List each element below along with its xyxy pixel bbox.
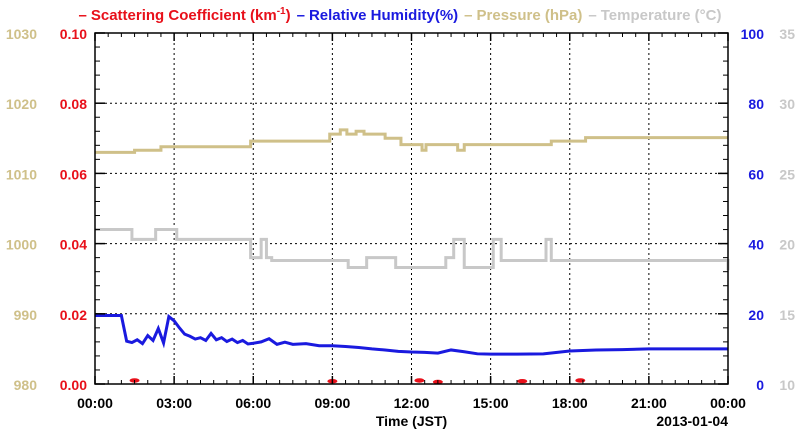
scattering-tick-label: 0.00 bbox=[60, 377, 87, 393]
temperature-tick-label: 15 bbox=[779, 307, 795, 323]
temperature-c-line bbox=[95, 228, 730, 271]
ticks bbox=[94, 32, 729, 385]
x-tick-label: 15:00 bbox=[473, 395, 509, 411]
scattering-tick-label: 0.06 bbox=[60, 166, 87, 182]
series-layer bbox=[95, 128, 730, 385]
legend-swatch: – bbox=[78, 7, 87, 24]
temperature-tick-label: 20 bbox=[779, 237, 795, 253]
humidity-tick-label: 20 bbox=[748, 307, 764, 323]
x-tick-label: 09:00 bbox=[314, 395, 350, 411]
scattering-tick-label: 0.02 bbox=[60, 307, 87, 323]
x-tick-label: 12:00 bbox=[394, 395, 430, 411]
x-tick-label: 06:00 bbox=[235, 395, 271, 411]
humidity-tick-label: 0 bbox=[756, 377, 764, 393]
legend-label: Relative Humidity(%) bbox=[308, 7, 459, 24]
legend-label: Pressure (hPa) bbox=[476, 7, 583, 24]
scattering-tick-label: 0.04 bbox=[60, 237, 87, 253]
legend-swatch: – bbox=[464, 7, 473, 24]
scattering-point bbox=[414, 378, 425, 383]
humidity-tick-label: 80 bbox=[748, 96, 764, 112]
x-tick-label: 18:00 bbox=[552, 395, 588, 411]
x-axis-label: Time (JST) bbox=[376, 413, 447, 429]
x-tick-label: 03:00 bbox=[156, 395, 192, 411]
legend-swatch: – bbox=[296, 7, 305, 24]
legend-item-scat: – Scattering Coefficient (km-1) bbox=[79, 6, 291, 24]
legend-item-rh: – Relative Humidity(%) bbox=[297, 7, 459, 24]
humidity-tick-label: 60 bbox=[748, 166, 764, 182]
x-tick-label: 00:00 bbox=[77, 395, 113, 411]
pressure-tick-label: 1000 bbox=[6, 237, 37, 253]
scattering-point bbox=[575, 378, 586, 383]
legend: – Scattering Coefficient (km-1) – Relative … bbox=[0, 6, 800, 24]
pressure-tick-label: 980 bbox=[14, 377, 38, 393]
labels: 98099010001010102010300.000.020.040.060.… bbox=[6, 26, 795, 429]
x-tick-label: 21:00 bbox=[631, 395, 667, 411]
pressure-hpa-line bbox=[95, 128, 728, 154]
legend-label: Temperature (°C) bbox=[600, 7, 722, 24]
legend-item-pres: – Pressure (hPa) bbox=[464, 7, 582, 24]
humidity-tick-label: 100 bbox=[741, 26, 765, 42]
temperature-tick-label: 35 bbox=[779, 26, 795, 42]
pressure-tick-label: 1010 bbox=[6, 166, 37, 182]
legend-item-temp: – Temperature (°C) bbox=[588, 7, 721, 24]
temperature-tick-label: 10 bbox=[779, 377, 795, 393]
scattering-tick-label: 0.10 bbox=[60, 26, 87, 42]
relative-humidity-line bbox=[95, 313, 728, 356]
scattering-tick-label: 0.08 bbox=[60, 96, 87, 112]
grid bbox=[95, 33, 728, 384]
scattering-point bbox=[517, 378, 528, 384]
temperature-tick-label: 30 bbox=[779, 96, 795, 112]
pressure-tick-label: 990 bbox=[14, 307, 38, 323]
date-label: 2013-01-04 bbox=[656, 413, 728, 429]
legend-label: Scattering Coefficient (km-1) bbox=[90, 6, 291, 24]
x-tick-label: 00:00 bbox=[710, 395, 746, 411]
pressure-tick-label: 1030 bbox=[6, 26, 37, 42]
temperature-tick-label: 25 bbox=[779, 166, 795, 182]
pressure-tick-label: 1020 bbox=[6, 96, 37, 112]
humidity-tick-label: 40 bbox=[748, 237, 764, 253]
legend-swatch: – bbox=[588, 7, 597, 24]
